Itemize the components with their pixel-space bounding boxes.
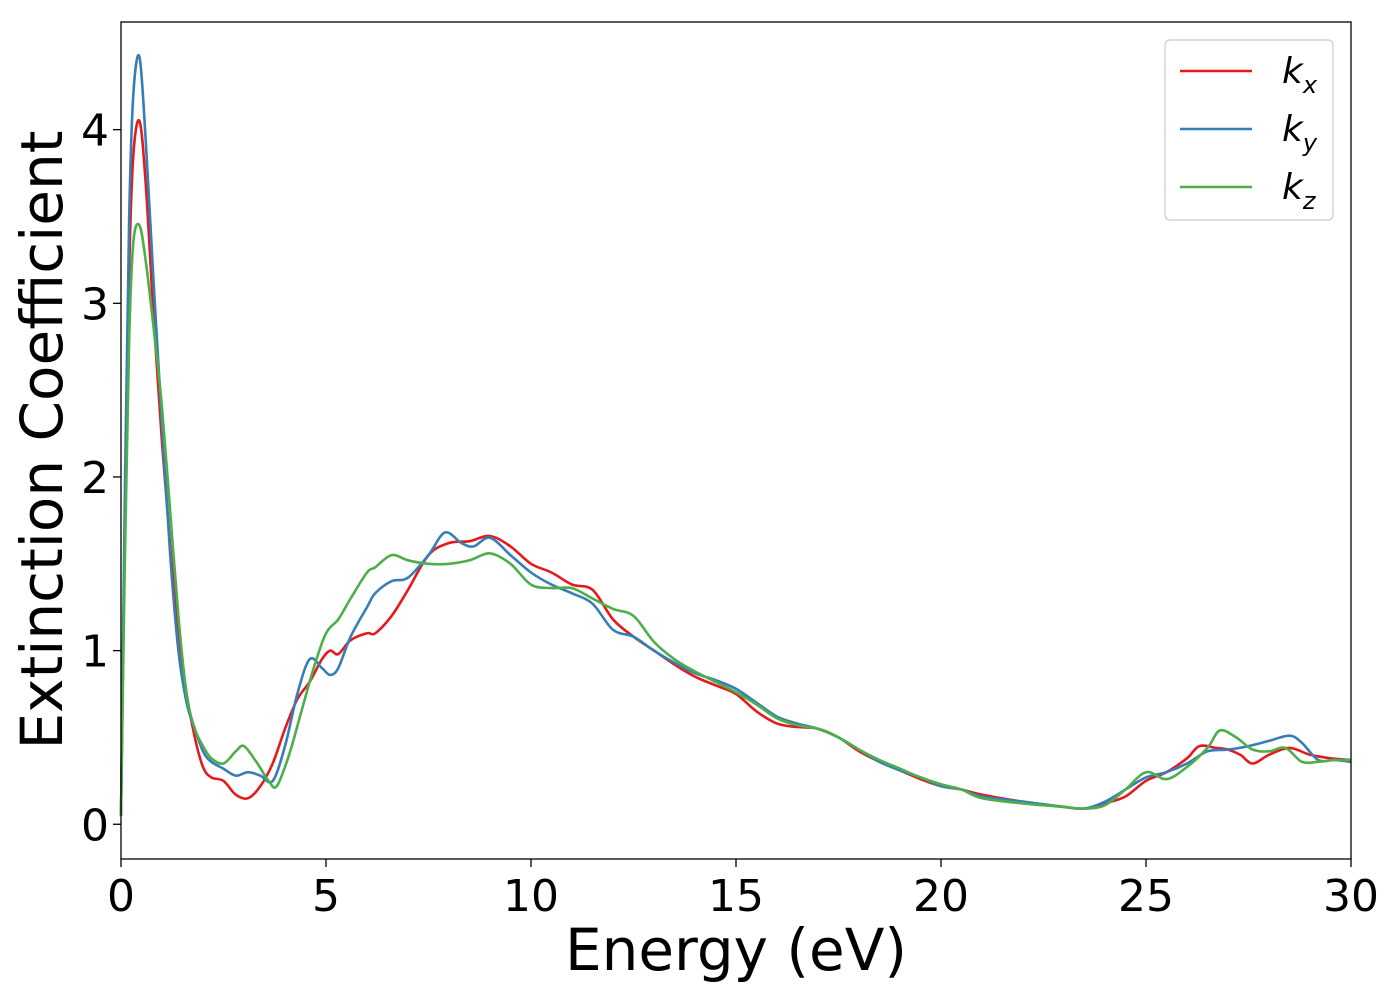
- x-tick-label: 20: [913, 871, 969, 922]
- series-lines: [119, 53, 1352, 816]
- y-axis-label: Extinction Coefficient: [8, 131, 76, 750]
- y-tick-label: 3: [81, 279, 109, 330]
- x-tick-label: 0: [107, 871, 135, 922]
- x-axis-ticks: 0 5 10 15 20 25 30: [107, 859, 1379, 922]
- y-tick-label: 0: [81, 800, 109, 851]
- x-tick-label: 30: [1323, 871, 1379, 922]
- x-tick-label: 5: [312, 871, 340, 922]
- series-line-ky: [119, 53, 1352, 816]
- legend-label-kx: kx: [1282, 51, 1318, 99]
- x-tick-label: 25: [1118, 871, 1174, 922]
- x-axis-label: Energy (eV): [565, 916, 907, 984]
- legend-label-ky: ky: [1282, 109, 1318, 157]
- y-tick-label: 4: [81, 106, 109, 157]
- series-line-kz: [119, 222, 1352, 816]
- y-axis-ticks: 0 1 2 3 4: [81, 106, 121, 851]
- x-tick-label: 10: [503, 871, 559, 922]
- y-tick-label: 1: [81, 627, 109, 678]
- y-tick-label: 2: [81, 453, 109, 504]
- x-tick-label: 15: [708, 871, 764, 922]
